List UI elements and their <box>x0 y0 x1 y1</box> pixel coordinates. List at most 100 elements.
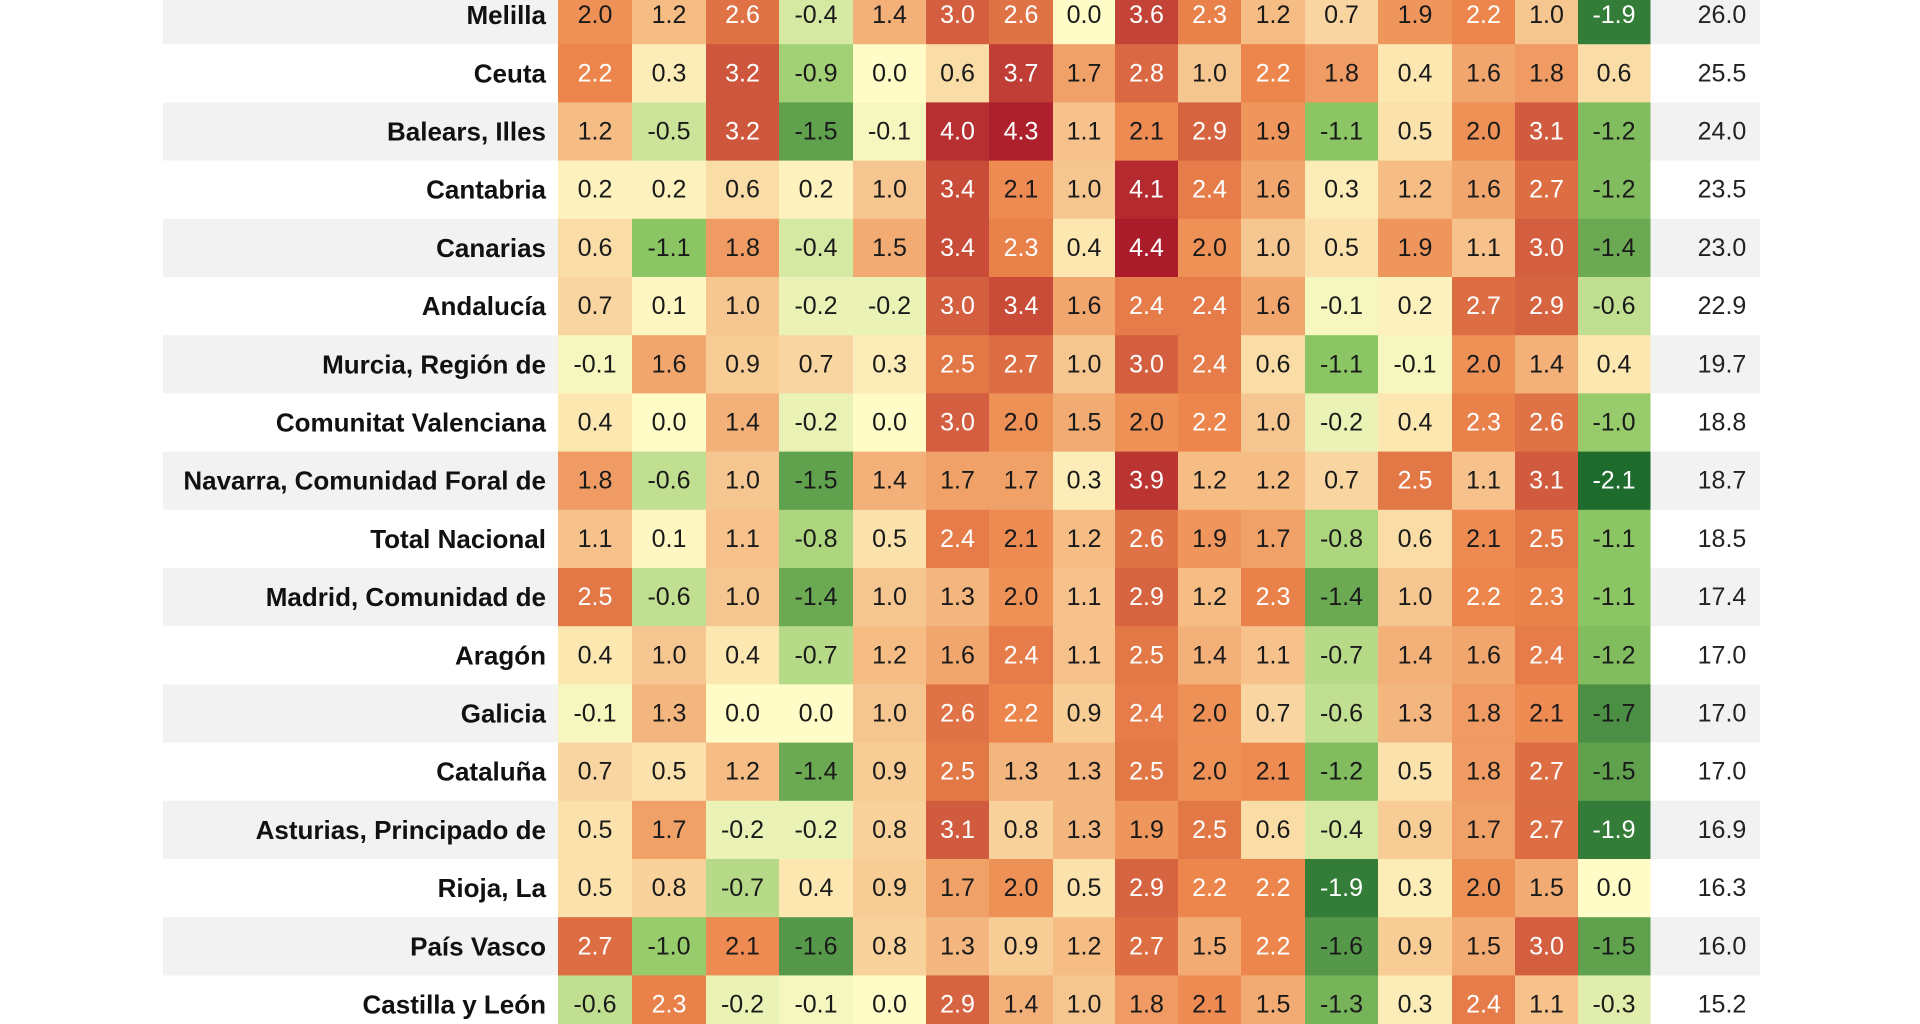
row-label-aragon: Aragón <box>455 640 546 670</box>
cell-value-rioja-la-7: 2.0 <box>1004 874 1039 902</box>
heatmap-cell-cataluna-12 <box>1305 742 1379 802</box>
heatmap-cell-asturias-principado-de-16 <box>1578 800 1651 860</box>
heatmap-cell-balears-illes-1 <box>558 102 633 162</box>
heatmap-cell-balears-illes-3 <box>706 102 780 162</box>
cell-value-comunitat-valenciana-15: 2.6 <box>1529 409 1564 437</box>
cell-value-castilla-y-leon-14: 2.4 <box>1466 991 1501 1019</box>
heatmap-cell-total-nacional-10 <box>1178 509 1242 569</box>
cell-value-cataluna-15: 2.7 <box>1529 758 1564 786</box>
heatmap-cell-cantabria-16 <box>1578 160 1651 220</box>
cell-value-cataluna-12: -1.2 <box>1320 758 1363 786</box>
heatmap-cell-comunitat-valenciana-10 <box>1178 393 1242 453</box>
cell-value-cantabria-3: 0.6 <box>725 176 760 204</box>
heatmap-cell-galicia-5 <box>853 684 927 744</box>
row-labels: Melilla Ceuta Balears, Illes Cantabria Canar… <box>183 0 546 1019</box>
cell-value-aragon-11: 1.1 <box>1256 641 1291 669</box>
heatmap-cell-cantabria-4 <box>779 160 854 220</box>
row-total-navarra-comunidad-foral-de: 18.7 <box>1698 467 1747 495</box>
cell-value-asturias-principado-de-9: 1.9 <box>1129 816 1164 844</box>
heatmap-cell-andalucia-2 <box>632 277 707 336</box>
cell-value-pais-vasco-10: 1.5 <box>1192 932 1227 960</box>
heatmap-cell-cataluna-15 <box>1515 742 1579 802</box>
cell-value-cantabria-12: 0.3 <box>1324 176 1359 204</box>
row-label-cataluna: Cataluña <box>436 757 546 787</box>
heatmap-cell-total-nacional-2 <box>632 509 707 569</box>
heatmap-cell-total-nacional-13 <box>1378 509 1453 569</box>
heatmap-cell-madrid-comunidad-de-4 <box>779 568 854 627</box>
heatmap-cell-canarias-14 <box>1452 218 1516 278</box>
cell-value-aragon-4: -0.7 <box>794 641 837 669</box>
cell-value-rioja-la-5: 0.9 <box>872 874 907 902</box>
heatmap-cell-total-nacional-16 <box>1578 509 1651 569</box>
row-total-castilla-y-leon: 15.2 <box>1698 991 1747 1019</box>
heatmap-cell-castilla-y-leon-4 <box>779 975 854 1024</box>
heatmap-cell-melilla-16 <box>1578 0 1651 45</box>
heatmap-cell-rioja-la-2 <box>632 859 707 918</box>
cell-value-andalucia-10: 2.4 <box>1192 292 1227 320</box>
heatmap-cell-melilla-7 <box>989 0 1054 45</box>
heatmap-cell-aragon-5 <box>853 626 927 685</box>
heatmap-cell-canarias-15 <box>1515 218 1579 278</box>
heatmap-cell-andalucia-15 <box>1515 277 1579 336</box>
row-label-galicia: Galicia <box>461 699 547 729</box>
cell-value-pais-vasco-12: -1.6 <box>1320 932 1363 960</box>
heatmap-cell-canarias-7 <box>989 218 1054 278</box>
cell-value-balears-illes-5: -0.1 <box>868 118 911 146</box>
heatmap-cell-madrid-comunidad-de-13 <box>1378 568 1453 627</box>
cell-value-total-nacional-13: 0.6 <box>1398 525 1433 553</box>
cell-value-canarias-15: 3.0 <box>1529 234 1564 262</box>
heatmap-cell-galicia-2 <box>632 684 707 744</box>
cell-value-canarias-2: -1.1 <box>647 234 690 262</box>
cell-value-cantabria-9: 4.1 <box>1129 176 1164 204</box>
cell-value-madrid-comunidad-de-6: 1.3 <box>940 583 975 611</box>
heatmap-cell-galicia-3 <box>706 684 780 744</box>
heatmap-cell-asturias-principado-de-10 <box>1178 800 1242 860</box>
cell-value-melilla-10: 2.3 <box>1192 1 1227 29</box>
heatmap-cell-melilla-12 <box>1305 0 1379 45</box>
cell-value-navarra-comunidad-foral-de-3: 1.0 <box>725 467 760 495</box>
heatmap-cell-asturias-principado-de-3 <box>706 800 780 860</box>
cell-value-comunitat-valenciana-10: 2.2 <box>1192 409 1227 437</box>
heatmap-cell-pais-vasco-8 <box>1053 917 1116 976</box>
row-total-total-nacional: 18.5 <box>1698 525 1747 553</box>
heatmap-cell-cantabria-12 <box>1305 160 1379 220</box>
cell-value-madrid-comunidad-de-5: 1.0 <box>872 583 907 611</box>
heatmap-cell-cantabria-9 <box>1115 160 1179 220</box>
cell-value-rioja-la-9: 2.9 <box>1129 874 1164 902</box>
cell-value-pais-vasco-15: 3.0 <box>1529 932 1564 960</box>
cell-value-castilla-y-leon-12: -1.3 <box>1320 991 1363 1019</box>
cell-value-navarra-comunidad-foral-de-12: 0.7 <box>1324 467 1359 495</box>
cell-value-asturias-principado-de-5: 0.8 <box>872 816 907 844</box>
row-label-rioja-la: Rioja, La <box>438 873 547 903</box>
heatmap-cell-ceuta-2 <box>632 44 707 103</box>
cell-value-cantabria-5: 1.0 <box>872 176 907 204</box>
heatmap-cell-asturias-principado-de-9 <box>1115 800 1179 860</box>
heatmap-cell-andalucia-10 <box>1178 277 1242 336</box>
heatmap-cell-galicia-13 <box>1378 684 1453 744</box>
heatmap-cell-madrid-comunidad-de-8 <box>1053 568 1116 627</box>
cell-value-murcia-region-de-11: 0.6 <box>1256 350 1291 378</box>
row-label-murcia-region-de: Murcia, Región de <box>322 349 546 379</box>
heatmap-cell-galicia-7 <box>989 684 1054 744</box>
heatmap-cell-cantabria-3 <box>706 160 780 220</box>
cell-value-melilla-9: 3.6 <box>1129 1 1164 29</box>
cell-value-cantabria-14: 1.6 <box>1466 176 1501 204</box>
heatmap-cell-melilla-2 <box>632 0 707 45</box>
cell-value-asturias-principado-de-12: -0.4 <box>1320 816 1363 844</box>
heatmap-cell-cantabria-10 <box>1178 160 1242 220</box>
heatmap-cell-andalucia-14 <box>1452 277 1516 336</box>
heatmap-cell-pais-vasco-5 <box>853 917 927 976</box>
cell-value-balears-illes-3: 3.2 <box>725 118 760 146</box>
heatmap-cell-comunitat-valenciana-8 <box>1053 393 1116 453</box>
row-label-total-nacional: Total Nacional <box>370 524 546 554</box>
heatmap-cell-ceuta-14 <box>1452 44 1516 103</box>
cell-value-galicia-15: 2.1 <box>1529 700 1564 728</box>
cell-value-andalucia-1: 0.7 <box>578 292 613 320</box>
cell-value-murcia-region-de-12: -1.1 <box>1320 350 1363 378</box>
cell-value-ceuta-4: -0.9 <box>794 59 837 87</box>
heatmap-cell-madrid-comunidad-de-2 <box>632 568 707 627</box>
heatmap-cell-asturias-principado-de-11 <box>1241 800 1306 860</box>
cell-value-ceuta-12: 1.8 <box>1324 59 1359 87</box>
cell-value-asturias-principado-de-6: 3.1 <box>940 816 975 844</box>
